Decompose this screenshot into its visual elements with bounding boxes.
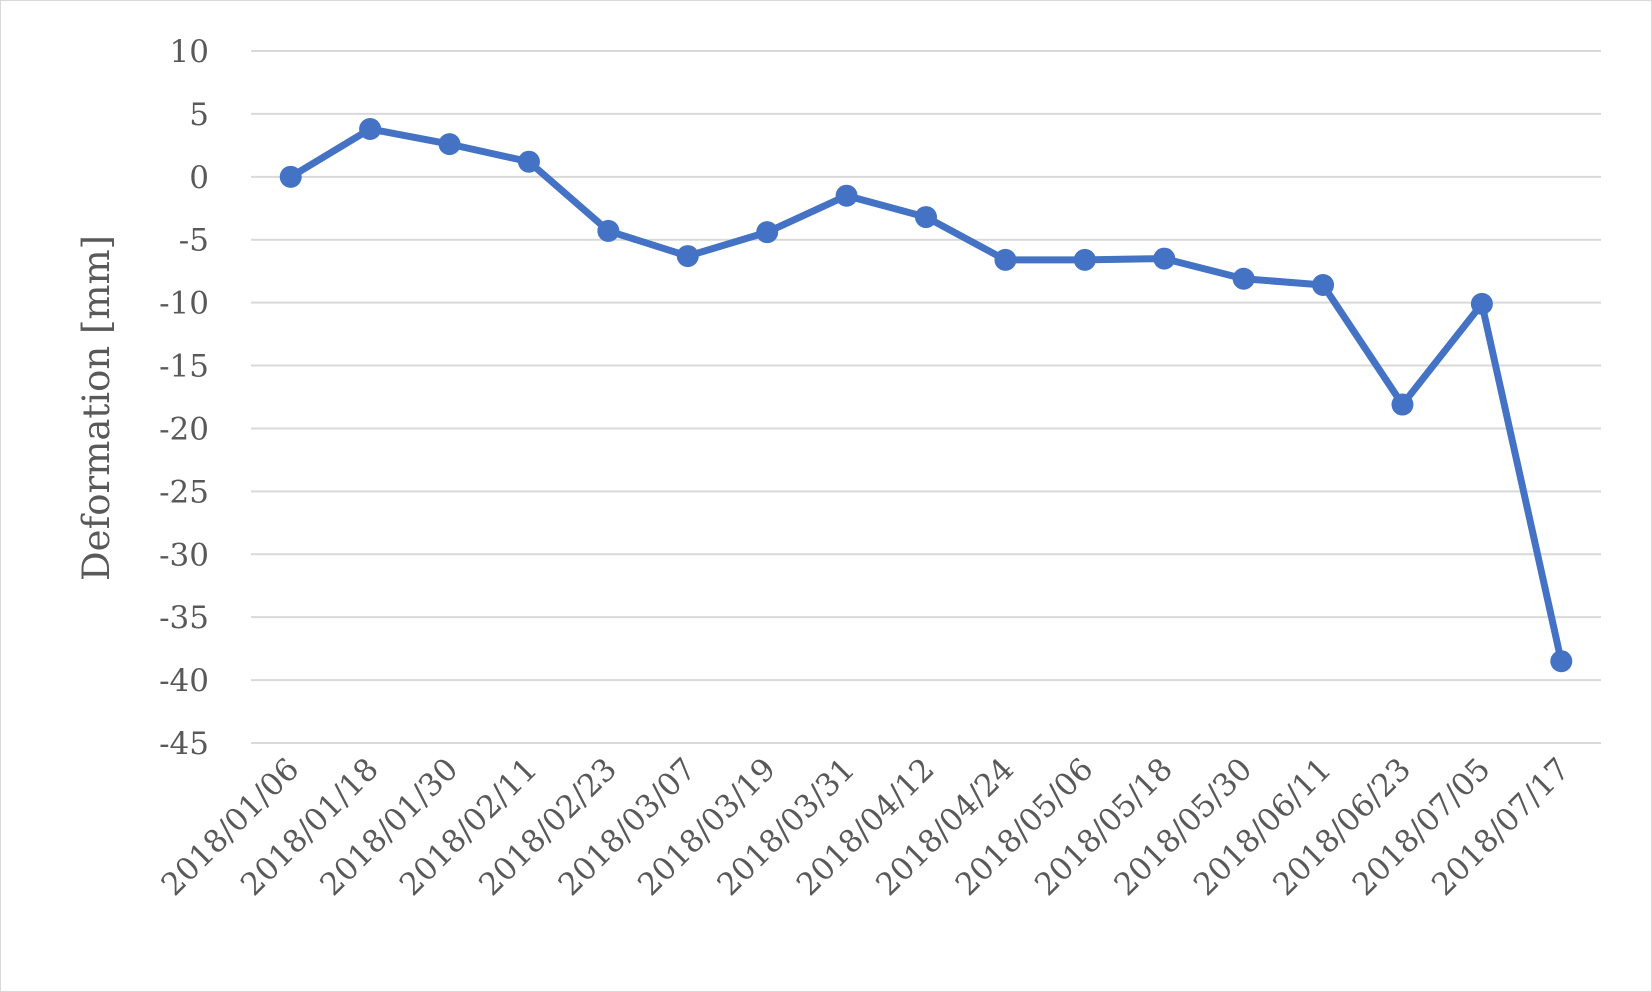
- data-point: [438, 133, 461, 156]
- data-point: [1550, 650, 1573, 673]
- y-tick-label: 5: [189, 97, 209, 133]
- y-tick-label: -40: [159, 663, 209, 699]
- data-point: [915, 206, 937, 229]
- data-point: [835, 184, 858, 207]
- y-tick-label: -5: [179, 223, 209, 259]
- data-point: [1073, 248, 1096, 271]
- data-point: [756, 221, 779, 244]
- data-point: [1470, 292, 1493, 315]
- y-tick-label: -30: [159, 537, 209, 573]
- data-point: [517, 150, 540, 173]
- y-axis-title: Deformation [mm]: [75, 235, 118, 581]
- data-point: [279, 165, 302, 188]
- data-point: [676, 245, 699, 268]
- data-point: [597, 219, 620, 242]
- y-tick-label: 10: [170, 34, 209, 70]
- x-tick-label: 2018/07/17: [1425, 751, 1577, 903]
- y-tick-label: -45: [159, 726, 209, 762]
- y-tick-label: -35: [159, 600, 209, 636]
- y-tick-label: -25: [159, 474, 209, 510]
- data-point: [1153, 247, 1176, 270]
- y-tick-label: -20: [159, 411, 209, 447]
- data-point: [1232, 267, 1255, 290]
- data-point: [1391, 393, 1414, 416]
- data-point: [359, 118, 382, 141]
- y-tick-label: -15: [159, 349, 209, 385]
- data-point: [1312, 274, 1335, 297]
- series-deformation: [279, 118, 1573, 673]
- y-axis-ticks: 10 5 0 -5 -10 -15 -20 -25 -30 -35 -40 -45: [159, 34, 209, 762]
- data-point: [994, 248, 1017, 271]
- gridlines: [251, 50, 1601, 744]
- x-axis-ticks: 2018/01/062018/01/182018/01/302018/02/11…: [155, 751, 1577, 903]
- y-tick-label: -10: [159, 286, 209, 322]
- y-tick-label: 0: [189, 160, 209, 196]
